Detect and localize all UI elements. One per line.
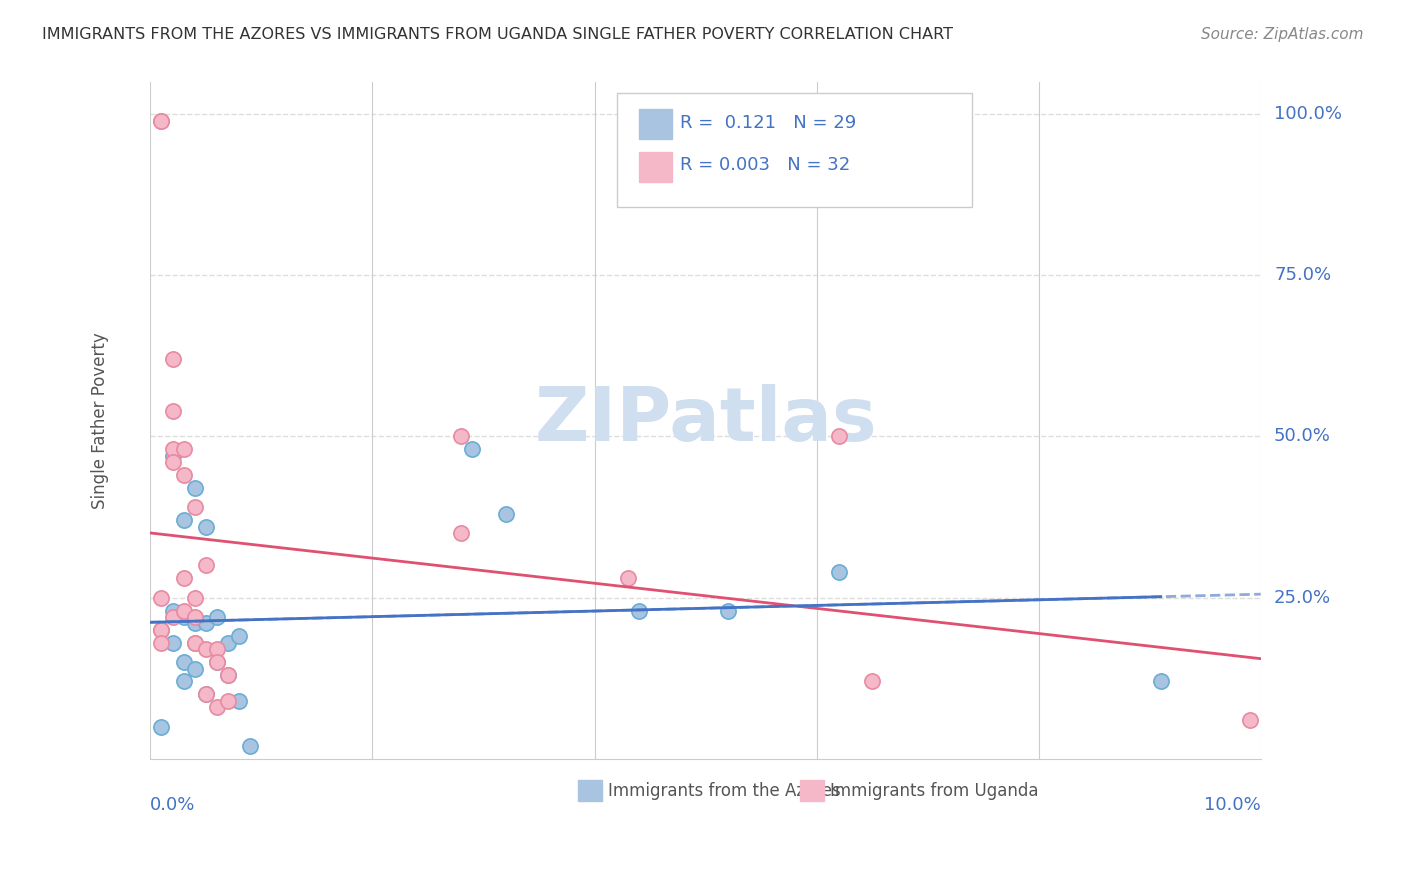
Point: [495, 507, 517, 521]
Point: [860, 674, 883, 689]
Point: [173, 655, 195, 669]
Point: [194, 519, 217, 533]
Text: 75.0%: 75.0%: [1274, 267, 1331, 285]
FancyBboxPatch shape: [617, 94, 972, 207]
Text: Immigrants from Uganda: Immigrants from Uganda: [830, 781, 1039, 799]
Point: [162, 603, 184, 617]
Point: [162, 636, 184, 650]
Text: 0.0%: 0.0%: [150, 796, 195, 814]
Bar: [578, 780, 602, 801]
Point: [150, 113, 173, 128]
Point: [217, 636, 239, 650]
Point: [617, 571, 640, 585]
Point: [627, 603, 650, 617]
Point: [205, 700, 228, 714]
Text: R =  0.121   N = 29: R = 0.121 N = 29: [681, 113, 856, 131]
Point: [228, 694, 250, 708]
Point: [194, 687, 217, 701]
Point: [194, 616, 217, 631]
Point: [217, 668, 239, 682]
Text: Single Father Poverty: Single Father Poverty: [91, 332, 110, 508]
Point: [717, 603, 740, 617]
Point: [194, 642, 217, 657]
Point: [150, 623, 173, 637]
Point: [162, 449, 184, 463]
Point: [184, 481, 207, 495]
Point: [205, 610, 228, 624]
Text: 100.0%: 100.0%: [1274, 105, 1343, 123]
Text: 50.0%: 50.0%: [1274, 427, 1331, 445]
Point: [173, 442, 195, 457]
Point: [450, 526, 472, 541]
Point: [162, 455, 184, 469]
Point: [162, 352, 184, 367]
Point: [461, 442, 484, 457]
Point: [828, 565, 851, 579]
Point: [162, 442, 184, 457]
Point: [162, 610, 184, 624]
Point: [173, 571, 195, 585]
Point: [205, 642, 228, 657]
Point: [194, 558, 217, 573]
Point: [173, 603, 195, 617]
Point: [205, 655, 228, 669]
Text: ZIPatlas: ZIPatlas: [534, 384, 877, 457]
Text: Immigrants from the Azores: Immigrants from the Azores: [607, 781, 841, 799]
Point: [184, 591, 207, 605]
Point: [184, 616, 207, 631]
Point: [150, 636, 173, 650]
Point: [184, 500, 207, 515]
Point: [184, 636, 207, 650]
Text: R = 0.003   N = 32: R = 0.003 N = 32: [681, 156, 851, 174]
Point: [173, 674, 195, 689]
Point: [184, 610, 207, 624]
Point: [150, 113, 173, 128]
Point: [150, 591, 173, 605]
Point: [239, 739, 262, 753]
Bar: [638, 109, 672, 139]
Point: [173, 513, 195, 527]
Point: [150, 720, 173, 734]
Point: [184, 661, 207, 675]
Point: [173, 468, 195, 483]
Point: [184, 636, 207, 650]
Point: [194, 687, 217, 701]
Point: [828, 429, 851, 443]
Text: 10.0%: 10.0%: [1204, 796, 1261, 814]
Point: [228, 629, 250, 643]
Point: [205, 655, 228, 669]
Point: [1150, 674, 1173, 689]
Bar: [800, 780, 824, 801]
Point: [162, 403, 184, 417]
Point: [173, 610, 195, 624]
Point: [217, 694, 239, 708]
Point: [1239, 713, 1261, 727]
Bar: [638, 152, 672, 182]
Text: Source: ZipAtlas.com: Source: ZipAtlas.com: [1201, 27, 1364, 42]
Point: [217, 668, 239, 682]
Point: [150, 623, 173, 637]
Text: IMMIGRANTS FROM THE AZORES VS IMMIGRANTS FROM UGANDA SINGLE FATHER POVERTY CORRE: IMMIGRANTS FROM THE AZORES VS IMMIGRANTS…: [42, 27, 953, 42]
Text: 25.0%: 25.0%: [1274, 589, 1331, 607]
Point: [450, 429, 472, 443]
